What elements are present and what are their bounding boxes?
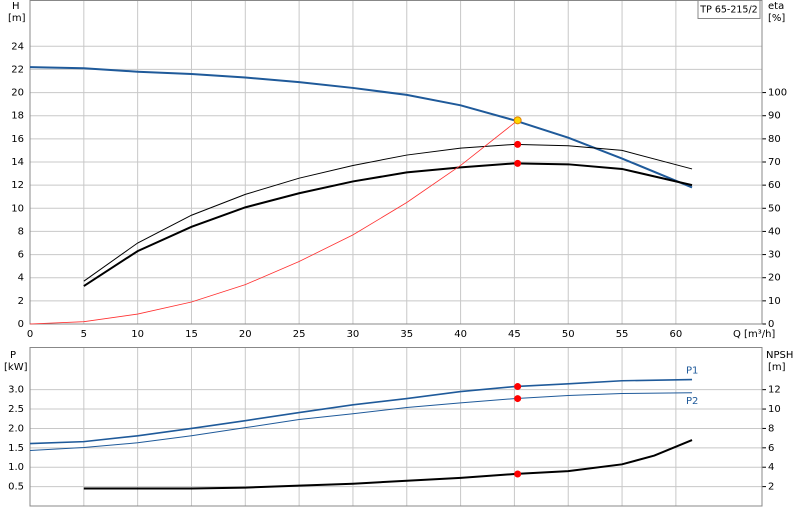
x-axis-title: Q [m³/h] bbox=[733, 329, 775, 340]
y-tick-label: 12 bbox=[11, 180, 24, 191]
series-line bbox=[83, 143, 693, 282]
y2-tick-label: 40 bbox=[768, 226, 781, 237]
y-tick-label: 20 bbox=[11, 88, 24, 99]
y2-tick-label: 8 bbox=[768, 423, 774, 434]
y2-axis-title: eta bbox=[768, 1, 784, 12]
y2-tick-label: 50 bbox=[768, 203, 781, 214]
x-tick-label: 60 bbox=[670, 329, 683, 340]
operating-point bbox=[514, 159, 522, 167]
y-axis-unit: [m] bbox=[8, 13, 26, 24]
x-tick-label: 30 bbox=[347, 329, 360, 340]
y-tick-label: 2 bbox=[18, 296, 24, 307]
y-tick-label: 16 bbox=[11, 134, 24, 145]
x-tick-label: 35 bbox=[400, 329, 413, 340]
series-line bbox=[29, 120, 518, 325]
y2-tick-label: 30 bbox=[768, 250, 781, 261]
y2-tick-label: 60 bbox=[768, 180, 781, 191]
y2-tick-label: 10 bbox=[768, 404, 781, 415]
y2-tick-label: 70 bbox=[768, 157, 781, 168]
y-tick-label: 2.5 bbox=[8, 404, 24, 415]
x-tick-label: 45 bbox=[508, 329, 521, 340]
y2-tick-label: 100 bbox=[768, 88, 787, 99]
y-tick-label: 24 bbox=[11, 41, 24, 52]
y2-tick-label: 6 bbox=[768, 443, 774, 454]
y-axis-title: H bbox=[12, 1, 20, 12]
y2-tick-label: 0 bbox=[768, 319, 774, 330]
series-line bbox=[29, 392, 693, 452]
series-line bbox=[83, 162, 693, 287]
x-tick-label: 5 bbox=[81, 329, 87, 340]
y-tick-label: 14 bbox=[11, 157, 24, 168]
operating-point bbox=[514, 140, 522, 148]
y2-tick-label: 90 bbox=[768, 111, 781, 122]
y2-axis-unit: [%] bbox=[768, 13, 785, 24]
x-tick-label: 10 bbox=[131, 329, 144, 340]
x-tick-label: 20 bbox=[239, 329, 252, 340]
y2-tick-label: 2 bbox=[768, 482, 774, 493]
x-tick-label: 15 bbox=[185, 329, 198, 340]
series-label: P2 bbox=[686, 396, 698, 407]
y-tick-label: 8 bbox=[18, 226, 24, 237]
series-line bbox=[83, 439, 693, 490]
y2-tick-label: 10 bbox=[768, 296, 781, 307]
legend-label: TP 65-215/2 bbox=[699, 5, 757, 16]
operating-point bbox=[514, 470, 522, 478]
legend-box bbox=[697, 0, 761, 19]
lower-panel: P [kW] NPSH [m] 0.5 1.0 1.5 2.0 2.5 3.0 2 4 6 8 10… bbox=[4, 347, 793, 507]
y-tick-label: 0 bbox=[18, 319, 24, 330]
y-tick-label: 1.5 bbox=[8, 443, 24, 454]
x-tick-label: 50 bbox=[562, 329, 575, 340]
x-tick-label: 0 bbox=[27, 329, 33, 340]
operating-point bbox=[514, 395, 522, 403]
y2-axis-title: NPSH bbox=[766, 350, 793, 361]
upper-panel: H [m] eta [%] Q [m³/h] 0 5 10 15 20 25 30 35 40 4… bbox=[8, 0, 787, 340]
y2-tick-label: 20 bbox=[768, 273, 781, 284]
y-tick-label: 18 bbox=[11, 111, 24, 122]
y2-tick-label: 80 bbox=[768, 134, 781, 145]
y-tick-label: 22 bbox=[11, 64, 24, 75]
y2-axis-unit: [m] bbox=[768, 362, 786, 373]
operating-point bbox=[514, 383, 522, 391]
operating-point bbox=[513, 116, 522, 125]
y-tick-label: 10 bbox=[11, 203, 24, 214]
x-tick-label: 55 bbox=[616, 329, 629, 340]
y-tick-label: 0.5 bbox=[8, 482, 24, 493]
y-axis-title: P bbox=[10, 350, 16, 361]
y-tick-label: 3.0 bbox=[8, 385, 24, 396]
y-tick-label: 1.0 bbox=[8, 462, 24, 473]
y-tick-label: 6 bbox=[18, 250, 24, 261]
series-line bbox=[29, 66, 693, 189]
y-tick-label: 2.0 bbox=[8, 423, 24, 434]
x-tick-label: 25 bbox=[293, 329, 306, 340]
x-tick-label: 40 bbox=[454, 329, 467, 340]
y2-tick-label: 12 bbox=[768, 385, 781, 396]
series-line bbox=[29, 378, 693, 445]
series-label: P1 bbox=[686, 366, 698, 377]
plot-frame bbox=[29, 347, 763, 507]
y-axis-unit: [kW] bbox=[4, 362, 28, 373]
y2-tick-label: 4 bbox=[768, 462, 774, 473]
y-tick-label: 4 bbox=[18, 273, 24, 284]
plot-frame bbox=[29, 0, 763, 325]
